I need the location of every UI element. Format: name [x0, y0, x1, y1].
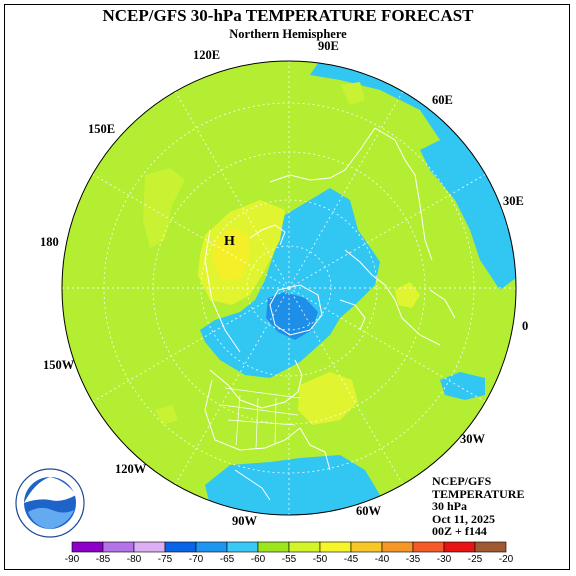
- graticule: [62, 61, 516, 515]
- colorbar-label: -35: [406, 554, 421, 565]
- colorbar-label: -55: [282, 554, 297, 565]
- warmest-core: [212, 228, 250, 280]
- cold-region-southeast: [440, 372, 485, 400]
- lighter-green-patch-3: [155, 405, 178, 425]
- high-pressure-marker: H: [224, 234, 235, 249]
- colorbar-label: -25: [468, 554, 483, 565]
- info-run: 00Z + f144: [432, 524, 487, 538]
- temperature-field: [62, 61, 516, 515]
- state-borders: [221, 387, 301, 449]
- colorbar-swatch: [381, 541, 414, 553]
- cold-region-south: [205, 455, 380, 515]
- warm-region-europe: [395, 282, 420, 308]
- label-120e: 120E: [193, 48, 221, 62]
- lighter-green-patch: [143, 168, 185, 248]
- label-120w: 120W: [115, 462, 147, 476]
- colorbar-label: -80: [127, 554, 142, 565]
- info-level: 30 hPa: [432, 499, 468, 513]
- info-date: Oct 11, 2025: [432, 511, 495, 526]
- colorbar-swatch: [443, 541, 476, 553]
- warm-region-atlantic: [298, 372, 358, 425]
- colorbar-label: -85: [96, 554, 111, 565]
- colorbar-label: -30: [437, 554, 452, 565]
- label-180: 180: [40, 235, 59, 249]
- label-30e: 30E: [503, 194, 524, 208]
- label-30w: 30W: [460, 432, 485, 446]
- label-150e: 150E: [88, 122, 116, 136]
- colorbar-label: -75: [158, 554, 173, 565]
- colorbar-swatch: [350, 541, 383, 553]
- colorbar: -90 -85 -80 -75 -70 -65 -60 -55 -50 -45 -40 -35 -30 -…: [65, 541, 514, 565]
- colorbar-swatch: [288, 541, 321, 553]
- info-variable: TEMPERATURE: [432, 486, 525, 501]
- label-0: 0: [522, 319, 529, 333]
- colorbar-swatch: [71, 541, 104, 553]
- colorbar-swatch: [102, 541, 135, 553]
- colorbar-label: -70: [189, 554, 204, 565]
- label-90e: 90E: [318, 39, 339, 53]
- coastlines: [204, 127, 456, 501]
- colorbar-label: -50: [313, 554, 328, 565]
- map-subtitle: Northern Hemisphere: [229, 27, 347, 41]
- colorbar-label: -20: [499, 554, 514, 565]
- label-90w: 90W: [232, 514, 257, 528]
- colorbar-swatch: [319, 541, 352, 553]
- colorbar-label: -60: [251, 554, 266, 565]
- label-60e: 60E: [432, 93, 453, 107]
- colorbar-label: -45: [344, 554, 359, 565]
- noaa-logo-text: NOAA: [38, 489, 65, 499]
- map-title: NCEP/GFS 30-hPa TEMPERATURE FORECAST: [102, 6, 474, 25]
- info-model: NCEP/GFS: [432, 474, 492, 488]
- lighter-green-patch-2: [340, 82, 365, 105]
- logo-graphic: [15, 468, 85, 538]
- colorbar-swatch: [133, 541, 166, 553]
- colorbar-swatch: [412, 541, 445, 553]
- forecast-info: NCEP/GFS TEMPERATURE 30 hPa Oct 11, 2025…: [432, 475, 524, 538]
- label-60w: 60W: [356, 504, 381, 518]
- colorbar-swatch: [474, 541, 507, 553]
- colorbar-swatch: [226, 541, 259, 553]
- map-boundary: [61, 60, 517, 516]
- colorbar-label: -90: [65, 554, 80, 565]
- colorbar-label: -40: [375, 554, 390, 565]
- colorbar-swatch: [195, 541, 228, 553]
- colorbar-swatch: [257, 541, 290, 553]
- cold-region-polar: [200, 188, 380, 378]
- colorbar-label: -65: [220, 554, 235, 565]
- label-150w: 150W: [43, 358, 75, 372]
- plot-frame: [4, 4, 570, 570]
- colorbar-swatch: [164, 541, 197, 553]
